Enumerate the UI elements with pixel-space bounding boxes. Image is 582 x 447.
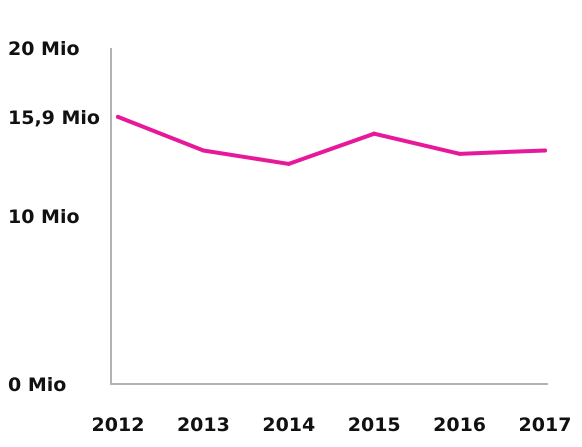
y-tick-label: 0 Mio <box>8 374 66 396</box>
series-line <box>116 114 547 166</box>
data-point <box>372 131 377 136</box>
y-axis-tick-labels: 20 Mio 15,9 Mio 10 Mio 0 Mio <box>8 38 100 396</box>
data-point <box>543 148 547 153</box>
y-tick-label: 20 Mio <box>8 38 80 60</box>
x-tick-label: 2014 <box>262 414 315 436</box>
data-points <box>116 114 547 166</box>
x-tick-label: 2015 <box>348 414 401 436</box>
x-tick-label: 2017 <box>519 414 572 436</box>
x-tick-label: 2016 <box>433 414 486 436</box>
data-point <box>201 148 206 153</box>
x-axis-tick-labels: 2012 2013 2014 2015 2016 2017 <box>92 414 572 436</box>
data-point <box>116 114 120 119</box>
data-point <box>286 161 291 166</box>
x-tick-label: 2013 <box>177 414 230 436</box>
x-tick-label: 2012 <box>92 414 145 436</box>
data-point <box>457 151 462 156</box>
y-tick-label: 10 Mio <box>8 206 80 228</box>
y-tick-label: 15,9 Mio <box>8 107 100 129</box>
